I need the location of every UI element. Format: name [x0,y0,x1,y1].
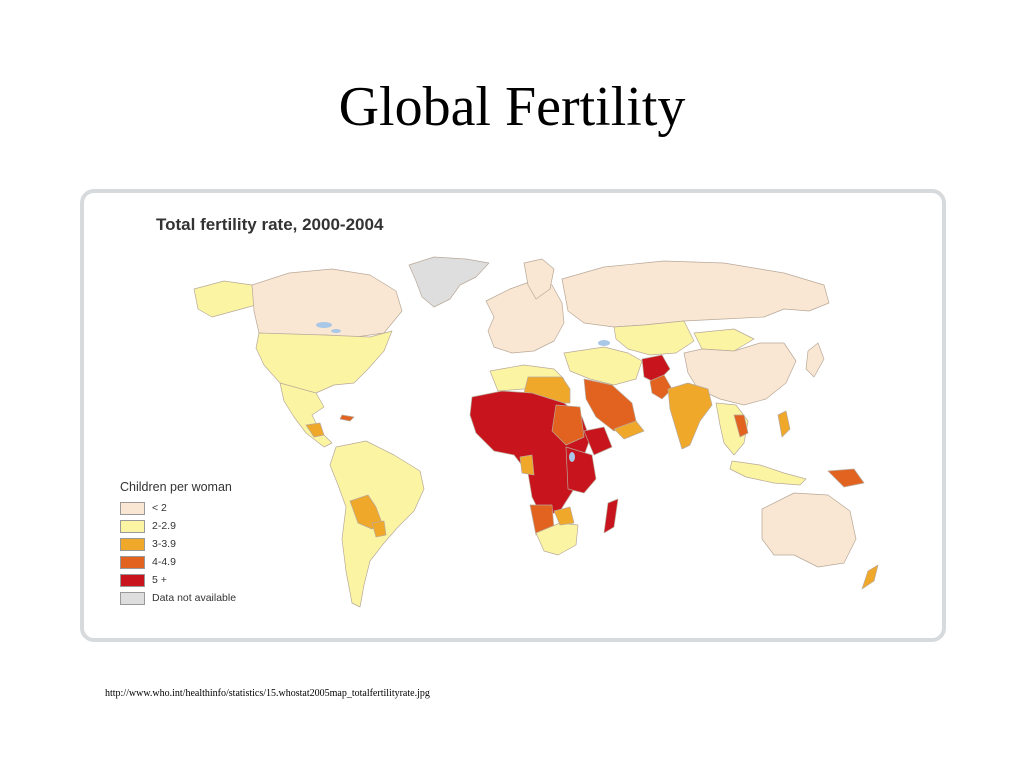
region-indonesia [729,460,807,486]
legend-swatch [120,591,145,605]
region-alaska [193,280,257,318]
region-madagascar [603,498,619,534]
region-pakistan [649,374,673,400]
region-greenland [408,256,490,308]
legend-swatch [120,573,145,587]
region-laos-cambodia [733,414,749,438]
region-yemen-oman [613,420,645,440]
legend-item: < 2 [120,499,236,517]
legend-swatch [120,555,145,569]
legend-item: Data not available [120,589,236,607]
region-gabon-congo [519,454,535,476]
legend-title: Children per woman [120,480,232,494]
region-australia [761,492,857,568]
legend-label: Data not available [152,592,237,604]
region-botswana [553,506,575,526]
legend-swatch [120,519,145,533]
region-turkey-iran [563,346,643,386]
legend-item: 4-4.9 [120,553,236,571]
region-scandinavia [523,258,555,300]
world-fertility-map [193,256,879,608]
region-europe [485,280,565,354]
region-russia [561,260,830,328]
legend-item: 3-3.9 [120,535,236,553]
region-philippines [777,410,791,438]
legend-label: < 2 [152,502,167,514]
legend-label: 3-3.9 [152,538,176,550]
region-mexico [279,382,333,448]
region-papua-new-guinea [827,468,865,488]
legend-label: 2-2.9 [152,520,176,532]
legend-swatch [120,537,145,551]
legend-item: 2-2.9 [120,517,236,535]
legend-item: 5 + [120,571,236,589]
region-india [667,382,713,450]
region-central-asia [613,320,695,356]
region-sudan [551,404,585,446]
legend-label: 5 + [152,574,167,586]
map-legend: Children per woman < 2 2-2.9 3-3.9 4-4.9… [120,480,236,607]
region-arabia [583,378,637,432]
map-title: Total fertility rate, 2000-2004 [156,215,384,234]
source-url[interactable]: http://www.who.int/healthinfo/statistics… [105,688,430,699]
region-new-zealand [861,564,879,590]
legend-label: 4-4.9 [152,556,176,568]
region-paraguay [371,520,387,538]
map-frame: Total fertility rate, 2000-2004 [80,189,946,642]
region-usa [255,330,393,394]
region-caribbean [339,414,355,422]
region-ethiopia [583,426,613,456]
region-mongolia [693,328,755,352]
slide-title: Global Fertility [338,76,686,138]
region-japan [805,342,825,378]
region-central-america-high [305,422,325,438]
legend-swatch [120,501,145,515]
